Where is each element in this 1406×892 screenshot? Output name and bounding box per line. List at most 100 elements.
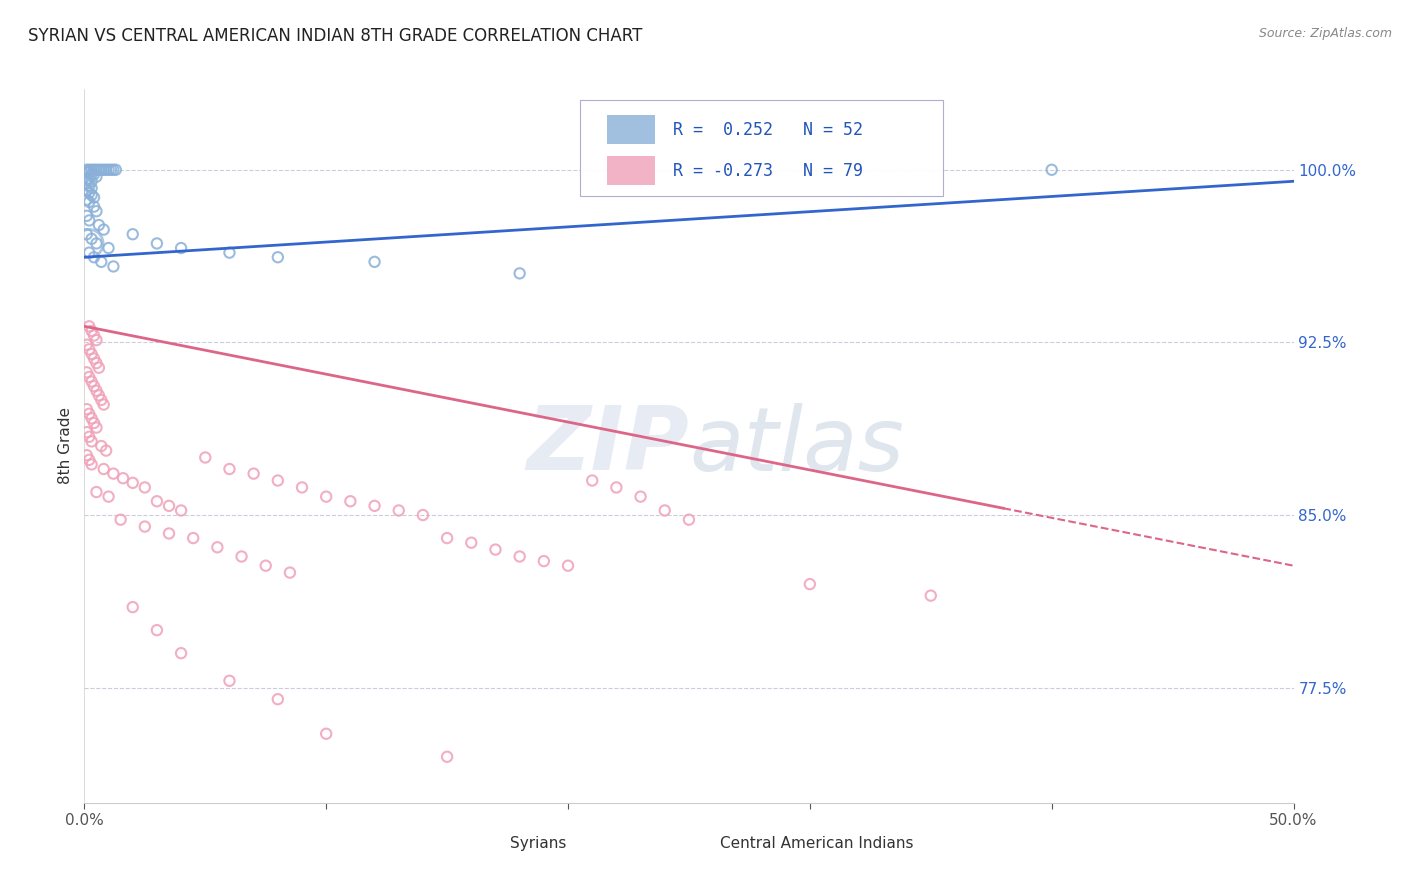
Point xyxy=(76,184,98,198)
Point xyxy=(76,425,98,440)
Point xyxy=(77,162,100,177)
Point xyxy=(103,467,125,481)
Point xyxy=(103,260,125,274)
Point xyxy=(104,162,127,177)
Point xyxy=(76,402,98,417)
Point xyxy=(100,162,122,177)
Point xyxy=(1040,162,1063,177)
Point xyxy=(315,490,337,504)
FancyBboxPatch shape xyxy=(581,100,943,196)
Point xyxy=(460,535,482,549)
Point xyxy=(218,245,240,260)
Point xyxy=(146,494,169,508)
Point xyxy=(83,190,105,204)
Point xyxy=(83,200,105,214)
Point xyxy=(80,162,103,177)
Point xyxy=(94,443,117,458)
Point xyxy=(678,513,700,527)
Point xyxy=(134,480,156,494)
Point xyxy=(77,343,100,357)
Point xyxy=(87,162,110,177)
Point xyxy=(87,360,110,375)
Point xyxy=(77,430,100,444)
Point xyxy=(207,541,229,555)
Point xyxy=(86,204,108,219)
Point xyxy=(83,167,105,181)
Point xyxy=(77,245,100,260)
Point xyxy=(93,162,115,177)
Point xyxy=(557,558,579,573)
Point xyxy=(170,241,193,255)
Point xyxy=(654,503,676,517)
Point xyxy=(412,508,434,522)
Point xyxy=(76,448,98,462)
Point xyxy=(87,218,110,232)
Point xyxy=(110,513,132,527)
Point xyxy=(77,370,100,384)
Point xyxy=(315,727,337,741)
Point xyxy=(77,213,100,227)
Text: Source: ZipAtlas.com: Source: ZipAtlas.com xyxy=(1258,27,1392,40)
Point xyxy=(76,165,98,179)
Point xyxy=(93,398,115,412)
Point xyxy=(170,646,193,660)
Point xyxy=(77,236,100,251)
Point xyxy=(146,623,169,637)
Point xyxy=(90,162,112,177)
Point xyxy=(80,167,103,181)
Point xyxy=(80,174,103,188)
Point xyxy=(436,531,458,545)
Point xyxy=(77,172,100,186)
Point xyxy=(388,503,411,517)
Point xyxy=(86,236,108,251)
Point xyxy=(80,434,103,449)
Point xyxy=(267,250,290,264)
Point xyxy=(77,407,100,421)
Point xyxy=(76,227,98,242)
Point xyxy=(254,558,277,573)
Point xyxy=(93,222,115,236)
Point xyxy=(103,162,125,177)
Point xyxy=(90,392,112,407)
Point xyxy=(146,236,169,251)
Point xyxy=(77,452,100,467)
Point xyxy=(80,375,103,389)
FancyBboxPatch shape xyxy=(607,156,655,185)
Point xyxy=(121,600,143,615)
Point xyxy=(86,420,108,434)
Point xyxy=(76,177,98,191)
Point xyxy=(484,542,506,557)
Point xyxy=(80,181,103,195)
Point xyxy=(76,193,98,207)
Point xyxy=(80,411,103,425)
Point xyxy=(799,577,821,591)
Point xyxy=(157,526,180,541)
Point xyxy=(97,162,120,177)
Text: atlas: atlas xyxy=(689,403,904,489)
Point xyxy=(581,474,603,488)
Point xyxy=(80,188,103,202)
Point xyxy=(83,379,105,393)
Point xyxy=(77,178,100,193)
Point xyxy=(267,474,290,488)
Point xyxy=(83,351,105,366)
Point xyxy=(267,692,290,706)
Point xyxy=(76,337,98,351)
Point xyxy=(134,519,156,533)
Point xyxy=(77,319,100,334)
Point xyxy=(80,324,103,338)
Point xyxy=(83,416,105,430)
Point xyxy=(97,241,120,255)
Point xyxy=(76,162,98,177)
Point xyxy=(90,439,112,453)
Point xyxy=(77,194,100,209)
Text: R = -0.273   N = 79: R = -0.273 N = 79 xyxy=(673,161,863,179)
Point xyxy=(436,749,458,764)
Point xyxy=(218,462,240,476)
Point xyxy=(194,450,217,465)
Point xyxy=(231,549,253,564)
Point xyxy=(533,554,555,568)
Point xyxy=(76,365,98,379)
Point xyxy=(77,186,100,200)
Point xyxy=(121,227,143,242)
